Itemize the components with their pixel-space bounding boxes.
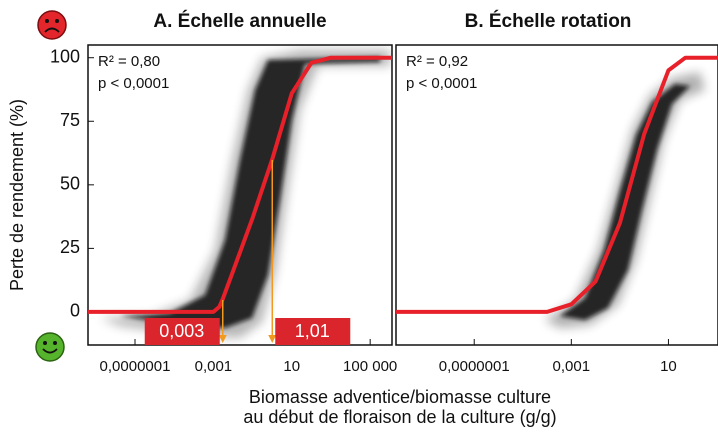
point-cloud (100, 50, 390, 338)
x-axis-title: Biomasse adventice/biomasse culture (249, 387, 551, 407)
y-tick-label: 0 (70, 301, 80, 321)
threshold-label: 0,003 (159, 321, 204, 341)
threshold-label: 1,01 (295, 321, 330, 341)
annotation: p < 0,0001 (98, 75, 169, 92)
x-tick-label: 0,001 (195, 358, 233, 375)
annotation: R² = 0,80 (98, 53, 160, 70)
happy-face-icon (36, 333, 64, 361)
y-tick-label: 50 (60, 174, 80, 194)
y-tick-label: 25 (60, 237, 80, 257)
chart: A. Échelle annuelle0,00000010,00110100 0… (0, 0, 718, 434)
y-tick-label: 100 (50, 46, 80, 66)
x-axis-title: au début de floraison de la culture (g/g… (243, 407, 556, 427)
y-tick-label: 75 (60, 110, 80, 130)
annotation: R² = 0,92 (406, 53, 468, 70)
panel-title: A. Échelle annuelle (153, 10, 326, 32)
x-tick-label: 0,001 (553, 358, 591, 375)
y-axis-title: Perte de rendement (%) (7, 99, 27, 291)
x-tick-label: 10 (283, 358, 300, 375)
annotation: p < 0,0001 (406, 75, 477, 92)
panel-title: B. Échelle rotation (465, 10, 632, 32)
x-tick-label: 0,0000001 (100, 358, 171, 375)
threshold-arrowhead (268, 335, 276, 343)
x-tick-label: 0,0000001 (439, 358, 510, 375)
sad-face-icon (38, 11, 66, 39)
threshold-arrowhead (219, 335, 227, 343)
x-tick-label: 10 (660, 358, 677, 375)
x-tick-label: 100 000 (343, 358, 397, 375)
